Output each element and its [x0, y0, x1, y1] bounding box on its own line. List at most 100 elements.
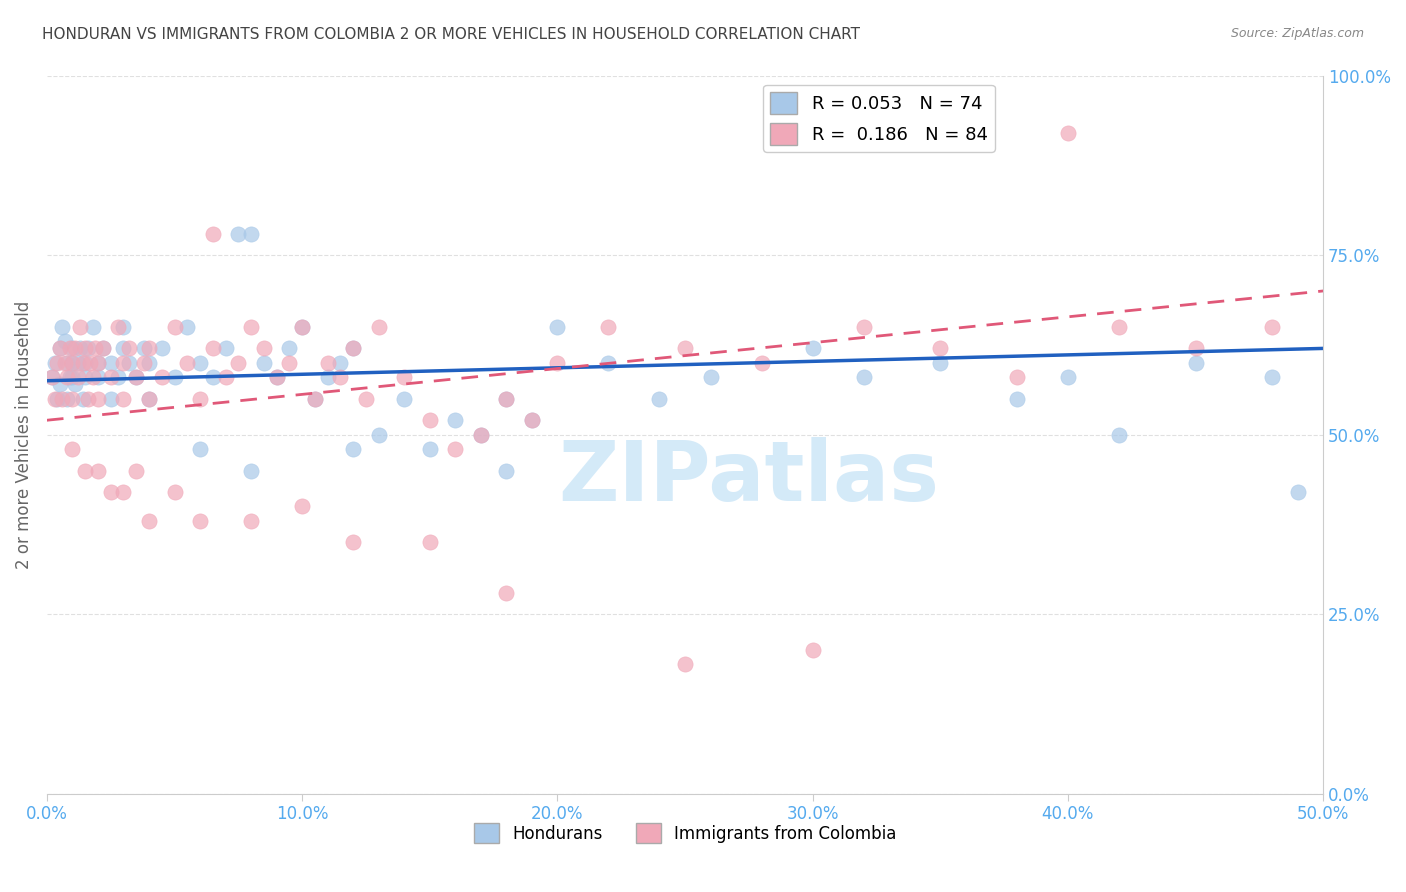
Point — [444, 442, 467, 456]
Point — [41, 370, 63, 384]
Point — [304, 392, 326, 406]
Point — [62, 356, 84, 370]
Point — [673, 342, 696, 356]
Y-axis label: 2 or more Vehicles in Household: 2 or more Vehicles in Household — [15, 301, 32, 569]
Point — [100, 370, 122, 384]
Point — [278, 342, 301, 356]
Point — [112, 392, 135, 406]
Point — [495, 463, 517, 477]
Point — [100, 392, 122, 406]
Point — [69, 319, 91, 334]
Point — [1261, 319, 1284, 334]
Point — [125, 463, 148, 477]
Point — [41, 370, 63, 384]
Point — [117, 356, 139, 370]
Point — [394, 392, 416, 406]
Point — [46, 392, 69, 406]
Point — [112, 342, 135, 356]
Point — [56, 370, 79, 384]
Point — [278, 356, 301, 370]
Point — [62, 370, 84, 384]
Point — [76, 392, 98, 406]
Point — [150, 342, 173, 356]
Point — [66, 370, 89, 384]
Point — [240, 319, 263, 334]
Point — [367, 427, 389, 442]
Point — [495, 392, 517, 406]
Point — [63, 342, 86, 356]
Point — [75, 342, 97, 356]
Point — [354, 392, 377, 406]
Point — [87, 370, 110, 384]
Point — [520, 413, 543, 427]
Point — [75, 370, 97, 384]
Point — [201, 370, 224, 384]
Point — [291, 500, 314, 514]
Text: HONDURAN VS IMMIGRANTS FROM COLOMBIA 2 OR MORE VEHICLES IN HOUSEHOLD CORRELATION: HONDURAN VS IMMIGRANTS FROM COLOMBIA 2 O… — [42, 27, 860, 42]
Point — [138, 356, 160, 370]
Point — [316, 370, 339, 384]
Point — [673, 657, 696, 672]
Point — [59, 342, 82, 356]
Point — [62, 392, 84, 406]
Point — [316, 356, 339, 370]
Point — [240, 227, 263, 241]
Point — [100, 356, 122, 370]
Point — [112, 485, 135, 500]
Point — [201, 342, 224, 356]
Point — [188, 356, 211, 370]
Point — [228, 227, 250, 241]
Point — [1286, 485, 1309, 500]
Point — [44, 392, 66, 406]
Point — [419, 413, 441, 427]
Point — [598, 356, 620, 370]
Point — [87, 463, 110, 477]
Point — [59, 370, 82, 384]
Point — [69, 342, 91, 356]
Point — [852, 319, 875, 334]
Point — [801, 342, 824, 356]
Point — [929, 356, 952, 370]
Point — [176, 319, 198, 334]
Point — [228, 356, 250, 370]
Point — [495, 585, 517, 599]
Point — [342, 535, 364, 549]
Point — [520, 413, 543, 427]
Point — [63, 377, 86, 392]
Point — [188, 392, 211, 406]
Point — [91, 342, 114, 356]
Point — [107, 319, 129, 334]
Point — [266, 370, 288, 384]
Point — [188, 514, 211, 528]
Point — [87, 356, 110, 370]
Point — [201, 227, 224, 241]
Point — [751, 356, 773, 370]
Point — [44, 356, 66, 370]
Point — [163, 485, 186, 500]
Point — [163, 370, 186, 384]
Point — [112, 319, 135, 334]
Point — [51, 392, 73, 406]
Point — [107, 370, 129, 384]
Point — [76, 342, 98, 356]
Point — [84, 342, 107, 356]
Point — [329, 356, 352, 370]
Legend: R = 0.053   N = 74, R =  0.186   N = 84: R = 0.053 N = 74, R = 0.186 N = 84 — [763, 85, 995, 152]
Point — [342, 342, 364, 356]
Point — [188, 442, 211, 456]
Point — [1057, 370, 1080, 384]
Point — [138, 392, 160, 406]
Point — [699, 370, 721, 384]
Point — [598, 319, 620, 334]
Point — [117, 342, 139, 356]
Point — [125, 370, 148, 384]
Point — [253, 342, 276, 356]
Point — [62, 356, 84, 370]
Point — [1261, 370, 1284, 384]
Point — [214, 370, 236, 384]
Point — [75, 463, 97, 477]
Point — [253, 356, 276, 370]
Point — [62, 442, 84, 456]
Point — [87, 392, 110, 406]
Point — [1005, 392, 1028, 406]
